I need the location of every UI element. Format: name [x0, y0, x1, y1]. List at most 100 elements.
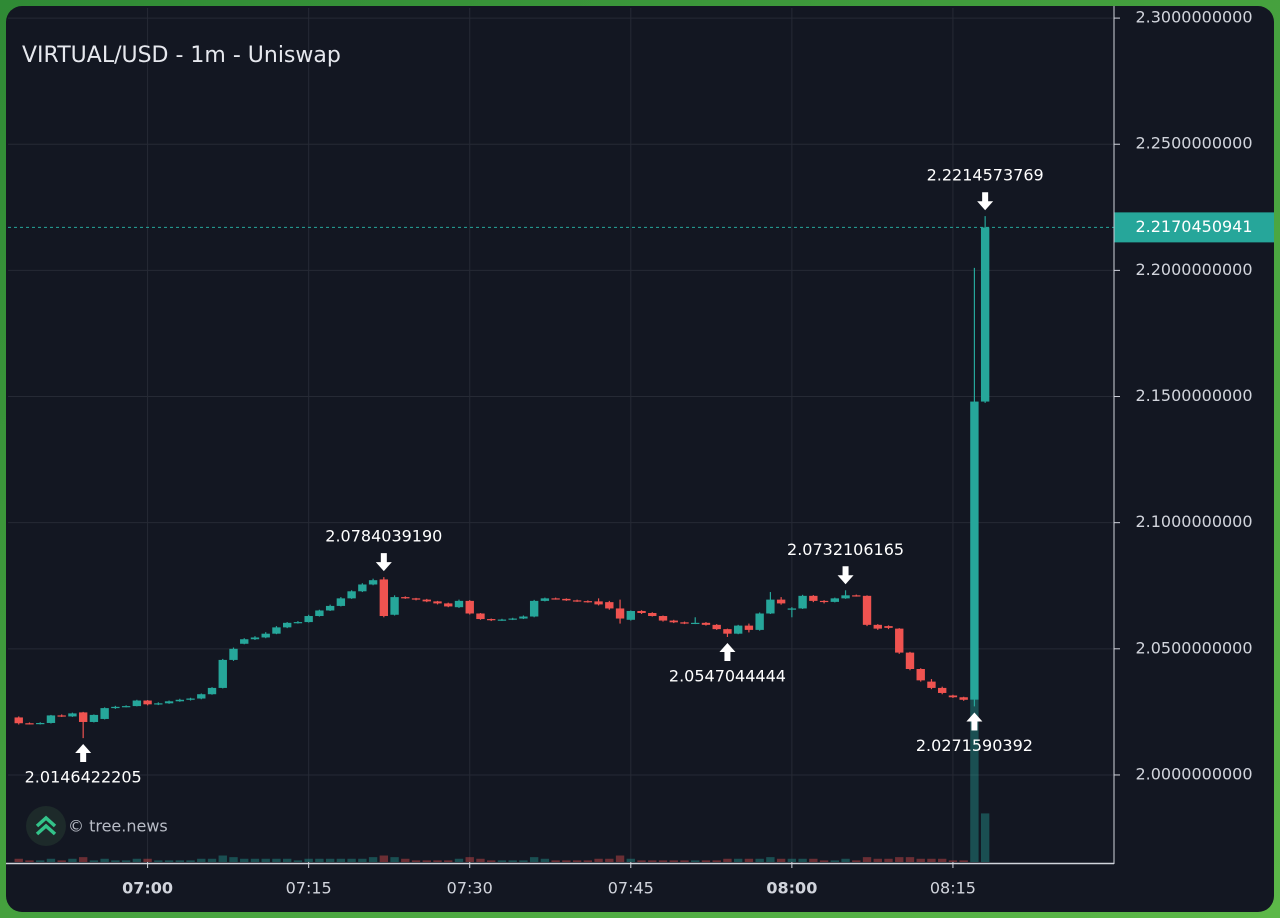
panel: [6, 6, 1274, 912]
y-tick-label: 2.2000000000: [1135, 260, 1252, 279]
candle-body: [798, 595, 807, 609]
candle-body: [626, 610, 635, 620]
volume-bar: [691, 860, 700, 862]
volume-bar: [669, 860, 678, 862]
x-tick-label: 07:00: [122, 879, 173, 898]
volume-bar: [143, 858, 152, 862]
candle-body: [229, 648, 238, 660]
annotation-label: 2.0146422205: [25, 768, 142, 787]
candle-body: [476, 613, 485, 620]
volume-bar: [154, 860, 163, 862]
volume-bar: [14, 858, 23, 862]
y-tick-label: 2.1500000000: [1135, 386, 1252, 405]
candle-body: [733, 625, 743, 634]
candle-body: [970, 401, 979, 700]
annotation-arrow: [837, 566, 854, 585]
volume-bar: [261, 858, 270, 862]
candle-body: [562, 598, 571, 601]
volume-bar: [282, 858, 292, 862]
annotation-arrow: [375, 553, 392, 572]
candle-body: [787, 608, 797, 610]
candle-body: [529, 600, 539, 617]
volume-bar: [401, 858, 410, 862]
candle-body: [605, 602, 614, 609]
candle-body: [723, 629, 732, 634]
volume-bar: [89, 860, 99, 862]
candle-body: [304, 616, 313, 623]
y-tick-label: 2.0000000000: [1135, 764, 1252, 783]
candle-body: [293, 622, 303, 624]
candle-body: [583, 601, 593, 603]
volume-bar: [368, 857, 378, 862]
annotation-arrow: [75, 744, 92, 763]
candle-body: [175, 699, 184, 702]
volume-bar: [744, 858, 754, 862]
x-tick-label: 08:00: [766, 879, 817, 898]
y-tick-label: 2.2500000000: [1135, 134, 1252, 153]
volume-bar: [787, 858, 797, 862]
volume-bar: [25, 860, 34, 862]
volume-bar: [36, 860, 45, 862]
volume-bar: [358, 858, 367, 862]
candle-body: [540, 598, 550, 601]
volume-bar: [207, 858, 217, 862]
candle-body: [57, 715, 66, 717]
candle-body: [261, 633, 270, 638]
candle-body: [497, 619, 507, 621]
volume-bar: [111, 860, 120, 862]
candle-body: [615, 608, 625, 619]
candle-body: [701, 622, 711, 625]
volume-bar: [948, 860, 958, 862]
candle-body: [454, 600, 464, 608]
x-tick-label: 07:15: [286, 879, 332, 898]
volume-bar: [551, 860, 560, 862]
candle-body: [465, 600, 474, 614]
volume-bar: [562, 860, 571, 862]
volume-bar: [519, 860, 528, 862]
candle-body: [809, 595, 818, 601]
candle-body: [36, 722, 45, 725]
candle-body: [551, 598, 560, 600]
volume-bar: [862, 857, 872, 862]
candle-body: [508, 618, 517, 620]
volume-bar: [433, 860, 442, 862]
volume-bar: [895, 857, 904, 862]
annotation-label: 2.0547044444: [669, 666, 786, 685]
volume-bar: [733, 858, 743, 862]
volume-bar: [186, 860, 195, 862]
volume-bar: [605, 858, 614, 862]
volume-bar: [970, 700, 979, 862]
volume-bar: [197, 858, 206, 862]
candle-body: [315, 610, 324, 617]
volume-bar: [819, 860, 829, 862]
volume-bar: [680, 860, 689, 862]
volume-bar: [798, 858, 807, 862]
candle-body: [572, 600, 582, 602]
candle-body: [938, 687, 947, 693]
candle-body: [594, 601, 603, 605]
volume-bar: [218, 855, 227, 862]
volume-bar: [164, 860, 174, 862]
volume-bar: [841, 858, 850, 862]
volume-bar: [304, 858, 313, 862]
candle-body: [830, 598, 840, 602]
annotation-label: 2.0784039190: [325, 527, 442, 546]
volume-bar: [46, 858, 56, 862]
candle-body: [25, 723, 34, 725]
candle-body: [111, 706, 120, 709]
watermark: © tree.news: [68, 817, 168, 836]
candle-body: [78, 712, 88, 722]
y-tick-label: 2.3000000000: [1135, 8, 1252, 27]
volume-bar: [347, 858, 356, 862]
volume-bar: [658, 860, 668, 862]
candle-body: [444, 603, 453, 607]
candle-body: [401, 597, 410, 599]
volume-bar: [465, 857, 474, 862]
candle-body: [154, 703, 163, 705]
volume-bar: [240, 858, 249, 862]
candle-body: [379, 579, 389, 617]
candle-body: [218, 659, 227, 688]
candle-body: [207, 687, 217, 695]
volume-bar: [68, 858, 77, 862]
